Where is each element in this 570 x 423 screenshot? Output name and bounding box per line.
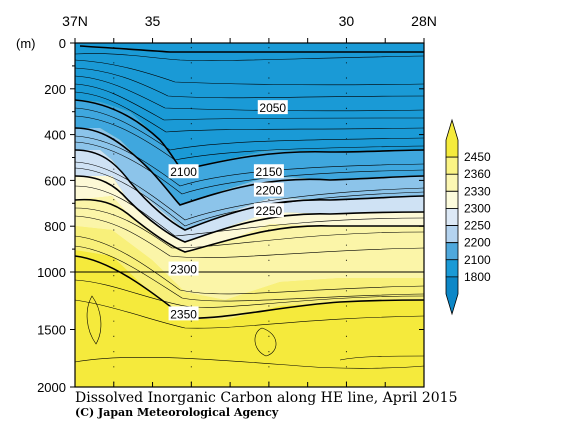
contour-label-text: 2250 xyxy=(256,204,283,218)
y-tick-label: 600 xyxy=(44,173,66,188)
thick-contours xyxy=(75,45,424,319)
contour-label-bg xyxy=(168,164,199,179)
contour-label-text: 2050 xyxy=(259,101,286,115)
colorbar-segment xyxy=(445,173,459,192)
colorbar-label: 2250 xyxy=(464,219,491,233)
credit-line: (C) Japan Meteorological Agency xyxy=(75,406,279,419)
y-tick-label: 200 xyxy=(44,82,66,97)
y-tick-label: 800 xyxy=(44,219,66,234)
contour-label-text: 2200 xyxy=(256,184,283,198)
colorbar-label: 2450 xyxy=(464,150,491,164)
contour-label-bg xyxy=(257,100,288,115)
contour-label-bg xyxy=(253,182,284,197)
x-tick-label: 30 xyxy=(339,13,355,29)
band-2100 xyxy=(75,100,424,205)
y-tick-label: 400 xyxy=(44,128,66,143)
contour-label: 2200 xyxy=(253,182,284,198)
colorbar-label: 2200 xyxy=(464,236,491,250)
contour-label-bg xyxy=(168,306,199,321)
y-unit-label: (m) xyxy=(16,36,36,51)
colorbar-label: 2360 xyxy=(464,167,491,181)
contour-label-text: 2350 xyxy=(170,307,197,321)
contour-labels: 2050 2100 2150 2200 2250 2300 2350 xyxy=(168,100,288,321)
colorbar: 2450 2360 2330 2300 2250 2200 2100 1800 xyxy=(445,118,491,316)
colorbar-segment xyxy=(445,242,459,261)
contour-label-bg xyxy=(253,203,284,218)
colorbar-label: 1800 xyxy=(464,270,491,284)
colorbar-segment xyxy=(445,190,459,209)
contour-label-text: 2150 xyxy=(256,165,283,179)
y-tick-label: 2000 xyxy=(37,380,66,395)
y-tick-label: 1000 xyxy=(37,265,66,280)
band-2200 xyxy=(75,128,424,230)
thin-contours-upper xyxy=(75,53,424,302)
colorbar-label: 2100 xyxy=(464,253,491,267)
colorbar-segment xyxy=(445,208,459,226)
band-2300 xyxy=(75,176,424,252)
colorbar-segment xyxy=(445,276,459,316)
contour-label: 2350 xyxy=(168,306,199,321)
band-2330 xyxy=(75,196,424,300)
contour-label-text: 2300 xyxy=(170,263,197,277)
colorbar-segment xyxy=(445,118,459,158)
plot-area xyxy=(75,43,424,387)
x-tick-label: 37N xyxy=(62,13,88,29)
band-surface xyxy=(75,43,424,170)
band-2250 xyxy=(75,150,424,242)
contour-label: 2050 xyxy=(257,100,288,115)
contour-label-text: 2100 xyxy=(170,165,197,179)
contour-label-bg xyxy=(168,261,199,276)
x-tick-label: 35 xyxy=(145,13,161,29)
y-tick-label: 0 xyxy=(59,36,66,51)
y-axis: 0 200 400 600 800 1000 1500 2000 xyxy=(37,36,424,395)
colorbar-label: 2300 xyxy=(464,201,491,215)
chart-title: Dissolved Inorganic Carbon along HE line… xyxy=(75,390,458,406)
contour-label-bg xyxy=(253,164,284,179)
y-tick-label: 1500 xyxy=(37,323,66,338)
contour-label: 2250 xyxy=(253,203,284,218)
contour-label: 2100 xyxy=(168,164,199,179)
colorbar-label: 2330 xyxy=(464,184,491,198)
colorbar-segment xyxy=(445,225,459,244)
x-tick-label: 28N xyxy=(411,13,437,29)
x-axis: 37N 35 30 28N xyxy=(62,13,437,387)
contour-label: 2300 xyxy=(168,261,199,277)
plot-frame xyxy=(74,42,425,388)
colorbar-segment xyxy=(445,259,459,278)
colorbar-segment xyxy=(445,156,459,175)
contour-label: 2150 xyxy=(253,164,284,179)
